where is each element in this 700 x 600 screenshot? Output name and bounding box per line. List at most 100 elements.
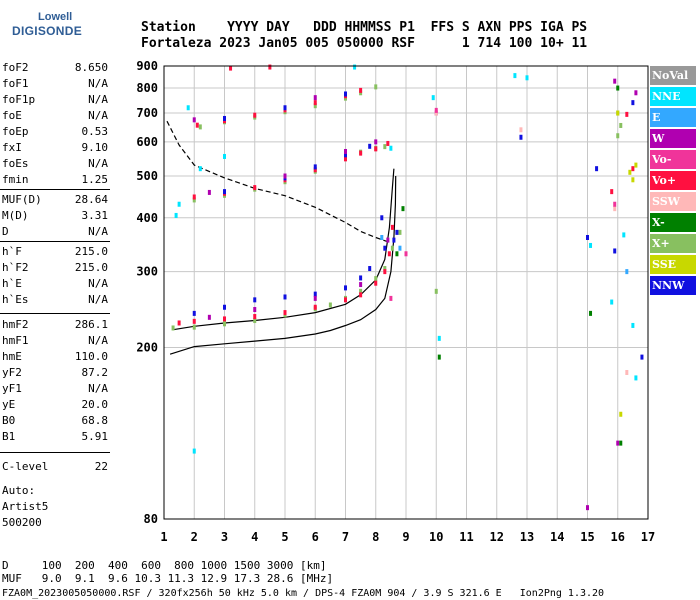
echo-point [344, 297, 347, 303]
echo-point [186, 105, 190, 111]
echo-point [283, 173, 287, 179]
echo-point [616, 133, 620, 139]
echo-point [380, 215, 384, 221]
line-virtual [173, 168, 395, 331]
legend-item-nnw: NNW [650, 276, 696, 295]
param-key: yF1 [2, 382, 22, 395]
legend-item-sse: SSE [650, 255, 696, 274]
y-tick-label: 700 [136, 106, 158, 120]
file-info: FZA0M_2023005050000.RSF / 320fx256h 50 k… [2, 588, 605, 599]
echo-point [223, 115, 226, 121]
echo-point [359, 282, 363, 288]
x-tick-label: 2 [191, 530, 198, 544]
param-value: N/A [88, 93, 108, 106]
x-tick-label: 13 [520, 530, 534, 544]
x-tick-label: 5 [281, 530, 288, 544]
param-key: yE [2, 398, 16, 411]
echo-point [613, 248, 617, 254]
echo-point [344, 156, 347, 162]
echo-point [253, 318, 257, 324]
x-tick-label: 3 [221, 530, 228, 544]
echo-point [229, 65, 233, 71]
param-value: 87.2 [81, 366, 109, 379]
param-value: 215.0 [74, 245, 108, 258]
param-row-21: B0 68.8 [2, 413, 108, 429]
param-key: B1 [2, 430, 16, 443]
echo-point [595, 166, 599, 172]
param-key: foEp [2, 125, 29, 138]
param-row-16: hmF1 N/A [2, 333, 108, 349]
echo-point [171, 325, 175, 331]
echo-point [431, 95, 435, 101]
legend-item-voplus: Vo+ [650, 171, 696, 190]
echo-point [313, 167, 317, 173]
param-value: N/A [88, 293, 108, 306]
param-key: h`F2 [2, 261, 29, 274]
param-value: 8.650 [74, 61, 108, 74]
x-tick-label: 9 [402, 530, 409, 544]
echo-point [344, 91, 347, 97]
plot-frame [163, 65, 649, 520]
echo-point [622, 232, 626, 238]
param-row-3: foE N/A [2, 108, 108, 124]
echo-point [389, 295, 393, 301]
param-value: 68.8 [81, 414, 109, 427]
x-tick-label: 10 [429, 530, 443, 544]
profile-lines [166, 120, 397, 355]
param-value: 28.64 [74, 193, 108, 206]
echo-point [223, 304, 226, 310]
echo-point [177, 201, 181, 207]
x-tick-label: 12 [490, 530, 504, 544]
auto-label: Auto: [2, 484, 36, 497]
y-tick-label: 800 [136, 81, 158, 95]
param-value: 110.0 [74, 350, 108, 363]
echo-point [610, 189, 614, 195]
echo-point [383, 266, 387, 272]
legend-item-w: W [650, 129, 696, 148]
echo-point [344, 285, 347, 291]
echo-point [313, 164, 317, 170]
legend-item-e: E [650, 108, 696, 127]
echo-point [223, 316, 226, 322]
echo-point [207, 314, 211, 320]
echo-point [383, 269, 387, 275]
echo-point [631, 322, 635, 328]
echo-point [389, 145, 393, 151]
echo-point [631, 177, 635, 183]
param-value: N/A [88, 277, 108, 290]
param-value: N/A [88, 225, 108, 238]
x-tick-label: 17 [641, 530, 655, 544]
echo-point [192, 318, 196, 324]
param-key: D [2, 225, 9, 238]
echo-point [390, 245, 394, 251]
param-row-4: foEp 0.53 [2, 124, 108, 140]
param-key: yF2 [2, 366, 22, 379]
param-value: N/A [88, 157, 108, 170]
echo-point [589, 242, 593, 248]
echo-point [368, 266, 372, 272]
echo-point [268, 64, 272, 70]
param-key: foE [2, 109, 22, 122]
auto-version: 500200 [2, 516, 42, 529]
param-row-7: fmin 1.25 [2, 172, 108, 188]
param-row-2: foF1p N/A [2, 92, 108, 108]
param-row-12: h`F2 215.0 [2, 260, 108, 276]
echo-point [374, 280, 378, 286]
echo-point [374, 276, 378, 282]
echo-point [613, 201, 617, 207]
echo-point [619, 440, 623, 446]
echo-point [519, 134, 523, 140]
echo-point [359, 275, 363, 281]
echo-point [387, 251, 391, 257]
x-tick-label: 16 [611, 530, 625, 544]
param-row-9: M(D) 3.31 [2, 208, 108, 224]
echo-point [631, 166, 635, 172]
param-key: M(D) [2, 209, 29, 222]
echo-point [616, 110, 620, 116]
x-tick-label: 1 [160, 530, 167, 544]
echo-point [383, 144, 387, 150]
legend-item-vominus: Vo- [650, 150, 696, 169]
param-row-18: yF2 87.2 [2, 365, 108, 381]
param-row-20: yE 20.0 [2, 397, 108, 413]
echo-point [192, 310, 196, 316]
